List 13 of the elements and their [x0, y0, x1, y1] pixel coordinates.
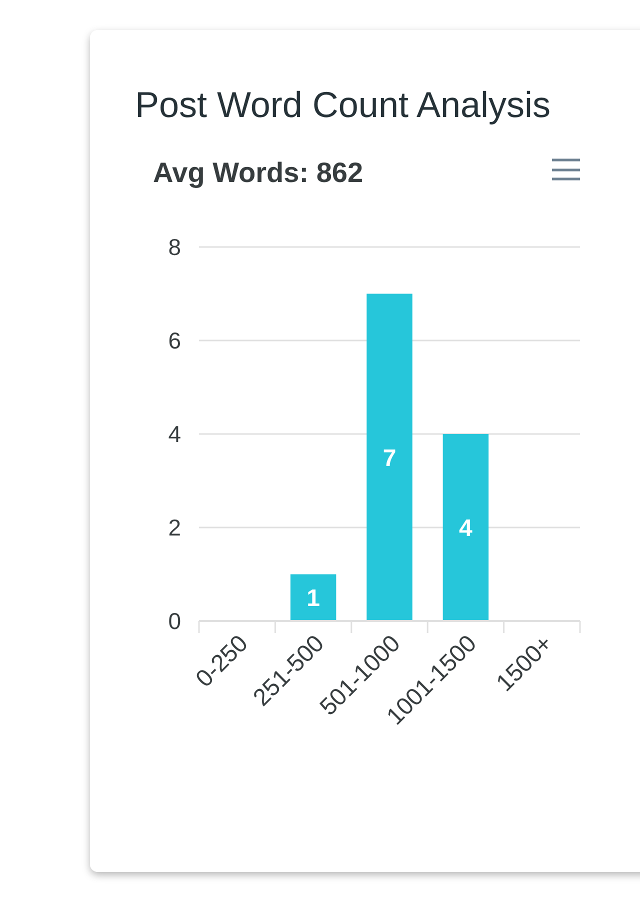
y-tick-label: 2: [168, 514, 181, 541]
y-tick-label: 0: [168, 608, 181, 634]
data-label: 1: [306, 585, 320, 612]
chart-subtitle: Avg Words: 862: [153, 157, 364, 188]
chart-title: Post Word Count Analysis: [135, 84, 551, 125]
data-label: 7: [382, 444, 396, 472]
y-tick-label: 4: [168, 421, 182, 448]
data-label: 4: [459, 514, 474, 542]
bar: [366, 294, 412, 621]
y-tick-label: 8: [168, 234, 181, 260]
y-tick-label: 6: [168, 328, 181, 354]
bar: [442, 434, 489, 621]
bar: [290, 574, 336, 621]
